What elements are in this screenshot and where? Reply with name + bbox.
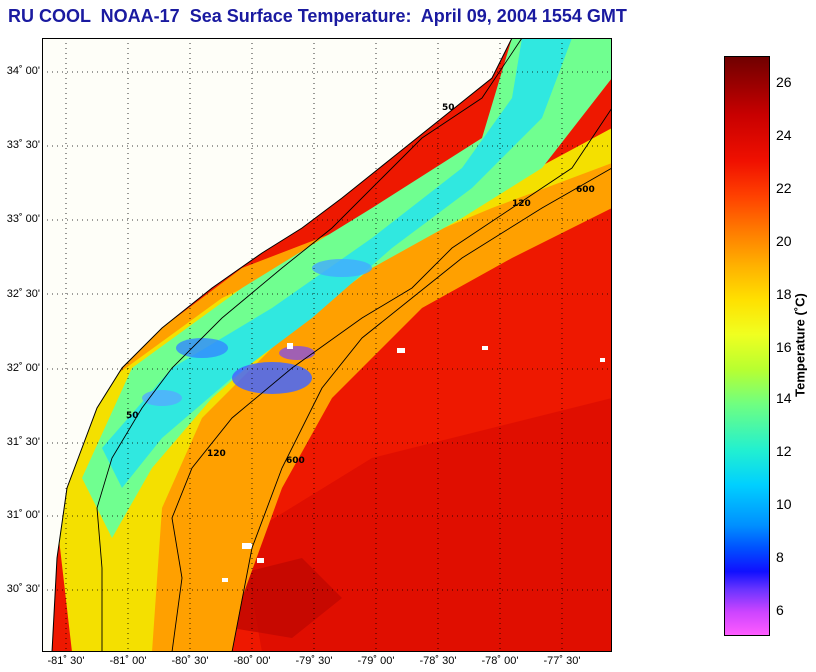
colorbar-tick: 24 <box>776 127 792 143</box>
isobath-lines <box>96 38 612 652</box>
colorbar-tick: 14 <box>776 390 792 406</box>
lon-label: -79˚ 00' <box>357 655 395 667</box>
lat-label: 31˚ 00' <box>6 509 40 521</box>
isobath-labels: 50 120 600 50 120 600 <box>126 103 595 466</box>
lat-label: 34˚ 00' <box>6 65 40 77</box>
lat-label: 30˚ 30' <box>6 583 40 595</box>
cloud-speckles <box>222 343 605 582</box>
colorbar-tick: 10 <box>776 496 792 512</box>
colorbar-tick: 26 <box>776 74 792 90</box>
colorbar-tick: 22 <box>776 180 792 196</box>
sst-map: 50 120 600 50 120 600 <box>42 38 612 652</box>
colorbar-tick: 16 <box>776 339 792 355</box>
gulf-stream-region <box>242 398 612 652</box>
map-frame <box>42 38 612 652</box>
lat-label: 33˚ 00' <box>6 213 40 225</box>
lon-label: -80˚ 00' <box>233 655 271 667</box>
colorbar-label: Temperature (˚C) <box>792 293 808 397</box>
lon-label: -81˚ 00' <box>109 655 147 667</box>
cold-patches <box>142 259 372 406</box>
colorbar-tick: 18 <box>776 286 792 302</box>
colorbar-tick: 6 <box>776 602 784 618</box>
graticule <box>42 38 612 652</box>
shelf-break-band <box>62 158 612 652</box>
lon-label: -79˚ 30' <box>295 655 333 667</box>
colorbar-tick: 12 <box>776 443 792 459</box>
lon-label: -77˚ 30' <box>543 655 581 667</box>
land-area <box>42 38 512 652</box>
lat-label: 33˚ 30' <box>6 139 40 151</box>
svg-text:50: 50 <box>442 103 455 113</box>
lon-label: -78˚ 30' <box>419 655 457 667</box>
colorbar-tick: 20 <box>776 233 792 249</box>
lon-label: -81˚ 30' <box>47 655 85 667</box>
lat-label: 32˚ 30' <box>6 288 40 300</box>
svg-text:600: 600 <box>286 456 305 466</box>
coastline <box>51 38 513 652</box>
svg-text:120: 120 <box>512 199 531 209</box>
temperature-colorbar <box>724 56 770 636</box>
colorbar-tick: 8 <box>776 549 784 565</box>
map-title: RU COOL NOAA-17 Sea Surface Temperature:… <box>8 6 627 26</box>
svg-text:120: 120 <box>207 449 226 459</box>
lon-label: -80˚ 30' <box>171 655 209 667</box>
lon-label: -78˚ 00' <box>481 655 519 667</box>
lat-label: 32˚ 00' <box>6 362 40 374</box>
lat-label: 31˚ 30' <box>6 436 40 448</box>
svg-text:600: 600 <box>576 185 595 195</box>
svg-text:50: 50 <box>126 411 139 421</box>
